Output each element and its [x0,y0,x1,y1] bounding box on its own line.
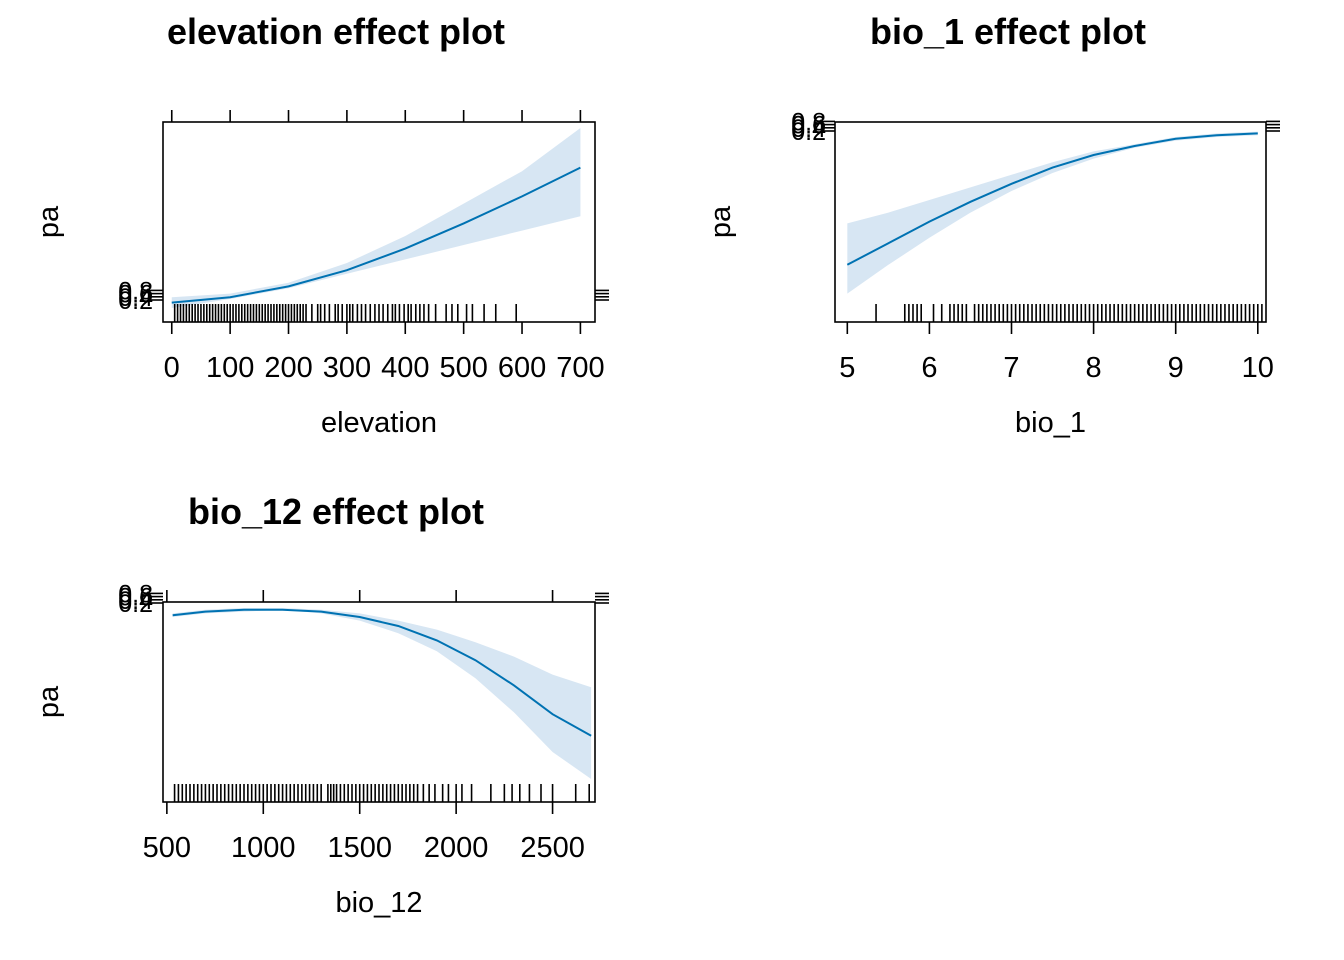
y-tick-label: 0.8 [791,108,826,136]
x-axis: 0 100 200 300 400 500 600 700 [164,110,605,384]
x-tick-label: 400 [381,352,429,384]
x-tick-label: 7 [1003,352,1019,384]
y-tick-label: 0.4 [118,284,153,312]
x-tick-label: 300 [323,352,371,384]
x-tick-label: 8 [1086,352,1102,384]
y-axis: 0.20.40.60.8 [118,580,609,618]
x-tick-label: 2000 [424,832,489,864]
y-tick-label: 0.6 [118,281,153,309]
x-axis-title: elevation [321,407,437,439]
fit-line [846,132,1258,266]
y-tick-label: 0.4 [791,115,826,143]
x-axis-title: bio_12 [335,887,422,919]
rug-marks [875,304,1263,322]
y-axis: 0.20.40.60.8 [118,277,609,315]
chart-title: elevation effect plot [167,11,505,52]
y-axis-title: pa [33,685,65,718]
plot-frame [834,121,1267,323]
y-tick-label: 0.2 [791,118,826,146]
chart-title: bio_12 effect plot [188,491,484,532]
y-axis-title: pa [33,205,65,238]
y-tick-label: 0.6 [118,584,153,612]
x-axis: 500 1000 1500 2000 2500 [143,590,585,864]
fit-line [171,166,581,304]
chart-title: bio_1 effect plot [870,11,1146,52]
y-tick-label: 0.2 [118,287,153,315]
x-tick-label: 1000 [231,832,296,864]
confidence-band [171,128,581,308]
confidence-band [847,131,1258,294]
y-tick-label: 0.8 [118,277,153,305]
x-axis-title: bio_1 [1015,407,1086,439]
confidence-band [172,608,592,779]
y-tick-label: 0.8 [118,580,153,608]
x-tick-label: 9 [1168,352,1184,384]
x-tick-label: 700 [556,352,604,384]
x-tick-label: 500 [143,832,191,864]
x-tick-label: 10 [1242,352,1274,384]
plot-frame [162,601,596,803]
chart-panel-3: bio_12 effect plot 500 1000 1500 2000 2500 bio… [33,491,609,919]
y-tick-label: 0.2 [118,590,153,618]
x-tick-label: 1500 [327,832,392,864]
y-tick-label: 0.4 [118,587,153,615]
rug-marks [173,784,591,802]
y-axis: 0.20.40.60.8 [791,108,1280,146]
plot-frame [162,121,596,323]
x-tick-label: 6 [921,352,937,384]
x-tick-label: 500 [439,352,487,384]
x-tick-label: 5 [839,352,855,384]
x-tick-label: 200 [264,352,312,384]
x-tick-label: 0 [164,352,180,384]
x-tick-label: 2500 [520,832,585,864]
x-tick-label: 100 [206,352,254,384]
x-axis: 5 6 7 8 9 10 [839,322,1274,384]
y-axis-title: pa [705,205,737,238]
y-tick-label: 0.6 [791,112,826,140]
chart-panel-2: bio_1 effect plot 5 6 7 8 9 10 bio_1 pa 0.20.40.6… [705,11,1280,439]
rug-marks [173,304,517,322]
fit-line [172,608,592,737]
chart-panel-1: elevation effect plot 0 100 200 300 400 500 600… [33,11,609,439]
x-tick-label: 600 [498,352,546,384]
